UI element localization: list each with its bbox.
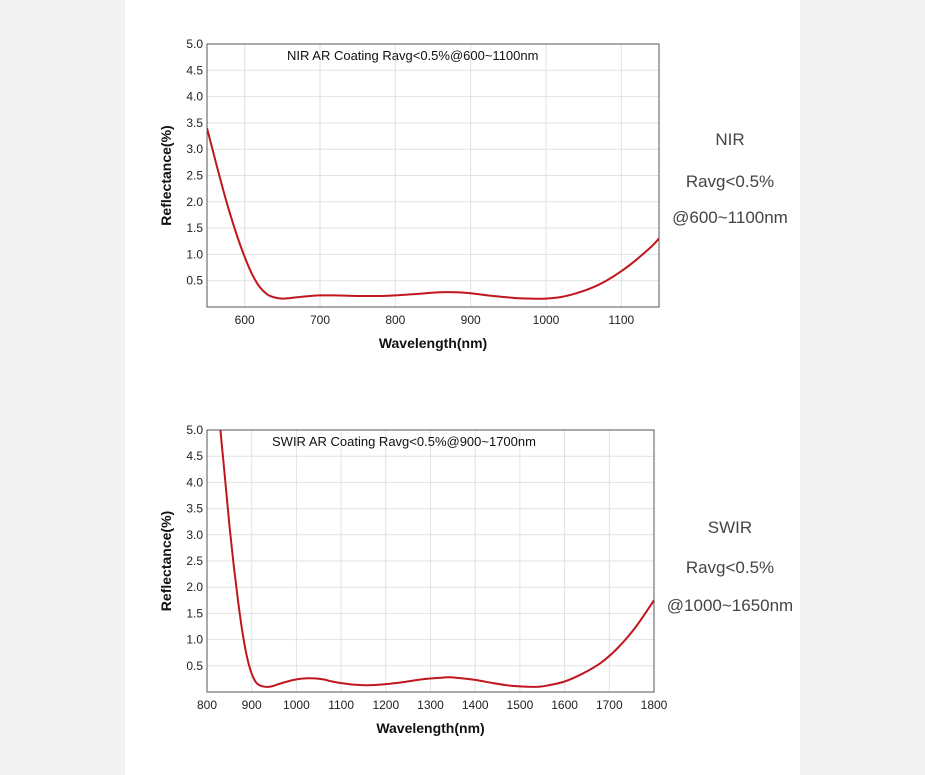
y-tick-label: 3.0	[186, 142, 203, 156]
x-tick-label: 1100	[328, 698, 354, 712]
x-tick-label: 1400	[462, 698, 489, 712]
x-axis-label: Wavelength(nm)	[379, 335, 487, 351]
x-tick-label: 1700	[596, 698, 623, 712]
x-tick-label: 1500	[507, 698, 534, 712]
y-tick-label: 4.5	[186, 63, 203, 77]
x-tick-label: 900	[461, 313, 481, 327]
y-tick-label: 0.5	[186, 274, 203, 288]
x-tick-label: 1100	[608, 313, 634, 327]
y-tick-label: 0.5	[186, 659, 203, 673]
x-tick-label: 1800	[641, 698, 668, 712]
x-tick-label: 1600	[551, 698, 578, 712]
x-tick-label: 1300	[417, 698, 444, 712]
x-tick-label: 600	[235, 313, 255, 327]
y-tick-label: 3.5	[186, 502, 203, 516]
swir-label-range: @1000~1650nm	[666, 596, 794, 615]
y-tick-label: 1.5	[186, 606, 203, 620]
plot-frame	[206, 429, 655, 693]
reflectance-line	[219, 430, 654, 688]
x-tick-label: 1000	[533, 313, 560, 327]
x-tick-label: 800	[197, 698, 217, 712]
y-tick-label: 1.0	[186, 247, 203, 261]
x-tick-label: 800	[385, 313, 405, 327]
plot-frame	[206, 43, 660, 308]
y-tick-label: 4.5	[186, 449, 203, 463]
y-tick-label: 2.5	[186, 169, 203, 183]
nir-label-range: @600~1100nm	[672, 208, 788, 227]
reflectance-line	[207, 127, 659, 300]
x-tick-label: 900	[242, 698, 262, 712]
y-tick-label: 1.5	[186, 221, 203, 235]
y-tick-label: 3.5	[186, 116, 203, 130]
y-tick-label: 2.5	[186, 554, 203, 568]
chart-title: NIR AR Coating Ravg<0.5%@600~1100nm	[287, 48, 538, 63]
y-tick-label: 2.0	[186, 195, 203, 209]
page-sheet	[125, 0, 800, 775]
x-tick-label: 1200	[372, 698, 399, 712]
y-axis-label: Reflectance(%)	[158, 511, 174, 611]
chart-swir: 800 900 1000 1100 1200 1300 1400 1500 1600 1700 18…	[158, 423, 668, 736]
swir-label-name: SWIR	[707, 518, 753, 537]
swir-label-spec: Ravg<0.5%	[685, 558, 775, 577]
y-tick-label: 5.0	[186, 423, 203, 437]
y-axis-label: Reflectance(%)	[158, 125, 174, 225]
chart-title: SWIR AR Coating Ravg<0.5%@900~1700nm	[272, 434, 536, 449]
y-tick-label: 4.0	[186, 90, 203, 104]
x-axis-label: Wavelength(nm)	[376, 720, 484, 736]
x-tick-label: 700	[310, 313, 330, 327]
x-tick-label: 1000	[283, 698, 310, 712]
y-tick-label: 1.0	[186, 633, 203, 647]
y-tick-label: 2.0	[186, 580, 203, 594]
y-tick-label: 5.0	[186, 37, 203, 51]
nir-label-name: NIR	[715, 130, 745, 149]
chart-nir: 600 700 800 900 1000 1100 0.5 1.0 1.5 2.0 2.5 3.0 3.…	[158, 37, 660, 351]
y-tick-label: 3.0	[186, 528, 203, 542]
nir-label-spec: Ravg<0.5%	[685, 172, 775, 191]
y-tick-label: 4.0	[186, 475, 203, 489]
